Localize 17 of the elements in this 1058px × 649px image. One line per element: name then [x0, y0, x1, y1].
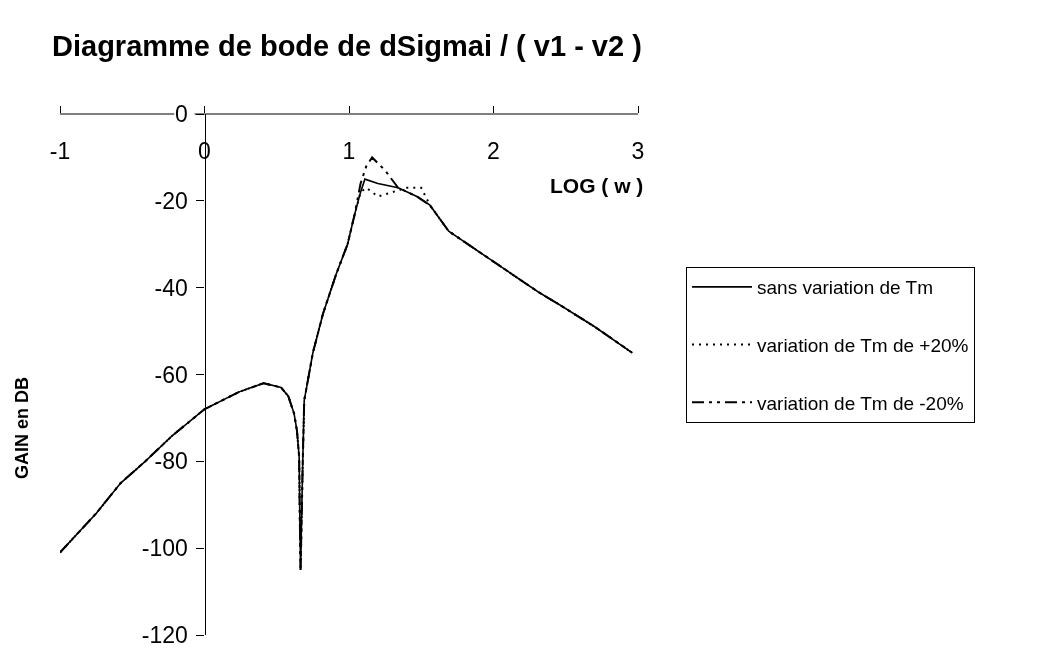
- x-tick-label: -1: [49, 138, 71, 165]
- y-axis-title: GAIN en DB: [12, 376, 32, 479]
- x-tick-label: 2: [487, 138, 500, 165]
- y-tick-label: -100: [141, 535, 188, 562]
- y-tick-label: 0: [175, 101, 188, 128]
- legend-label: variation de Tm de +20%: [757, 334, 969, 356]
- legend-label: sans variation de Tm: [757, 277, 934, 299]
- y-tick-label: -20: [154, 187, 188, 214]
- x-tick-label: 1: [342, 138, 356, 165]
- legend-label: variation de Tm de -20%: [757, 392, 964, 414]
- chart-title: Diagramme de bode de dSigmai / ( v1 - v2 ): [52, 30, 642, 63]
- y-tick-label: -40: [154, 274, 188, 301]
- x-tick-label: 3: [631, 138, 645, 165]
- y-tick-label: -80: [154, 448, 188, 475]
- y-tick-label: -60: [154, 361, 188, 388]
- x-axis-title: LOG ( w ): [550, 174, 644, 197]
- y-tick-label: -120: [141, 622, 188, 649]
